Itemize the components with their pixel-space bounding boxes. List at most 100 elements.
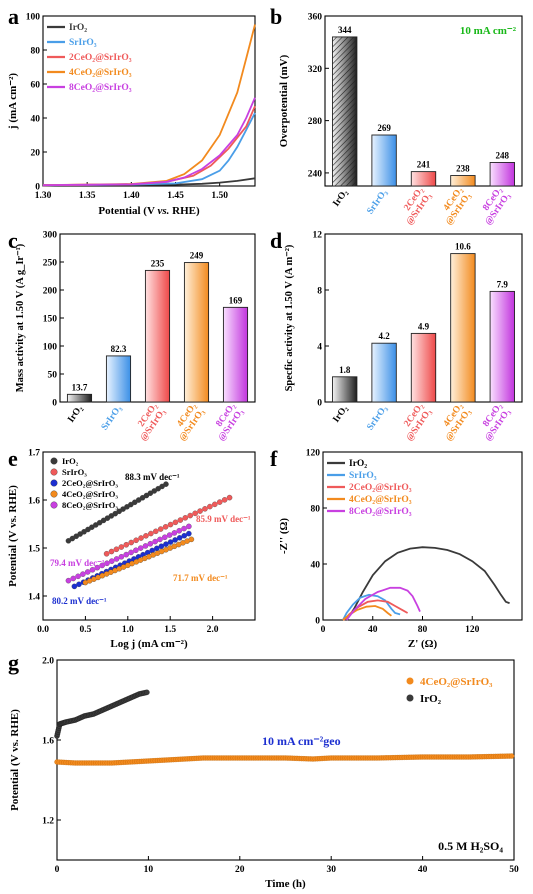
x-tick-label: 30	[326, 865, 336, 875]
x-tick-label: 1.40	[123, 191, 140, 201]
tafel-slope-label: 79.4 mV dec⁻¹	[50, 558, 105, 568]
panel-label-f: f	[270, 446, 278, 471]
y-tick-label: 250	[43, 259, 58, 269]
y-tick-label: 280	[308, 117, 323, 127]
x-tick-label: 20	[235, 865, 245, 875]
bar-IrO2	[332, 376, 358, 403]
bar-value-label: 241	[417, 160, 431, 170]
legend-marker	[406, 677, 414, 685]
y-tick-label: 100	[26, 13, 41, 23]
bar-SrIrO3	[371, 134, 397, 187]
legend-marker	[50, 468, 58, 476]
y-tick-label: 80	[311, 505, 321, 515]
x-tick-label: 10	[144, 865, 154, 875]
bar-value-label: 4.2	[378, 331, 390, 341]
plot-frame-e	[42, 451, 256, 621]
category-label: 2CeO₂@SrIrO₃	[397, 186, 434, 227]
x-tick-label: 0	[55, 865, 60, 875]
nyquist-SrIrO3	[342, 593, 401, 621]
y-tick-label: 60	[31, 81, 41, 91]
panel-label-c: c	[8, 228, 18, 253]
x-axis-title: Potential (V vs. RHE)	[98, 205, 200, 217]
nyquist-4CeO2	[342, 605, 392, 621]
y-tick-label: 200	[43, 287, 58, 297]
x-tick-label: 2.0	[207, 625, 219, 635]
y-tick-label: 0	[315, 617, 320, 627]
legend-marker	[406, 694, 414, 702]
y-tick-label: 1.6	[42, 737, 54, 747]
category-label: 2CeO₂@SrIrO₃	[397, 402, 434, 443]
bar-value-label: 82.3	[111, 344, 127, 354]
x-axis-title: Z' (Ω)	[408, 638, 438, 650]
bar-SrIrO3	[105, 355, 132, 403]
legend-label: 2CeO₂@SrIrO₃	[349, 483, 412, 493]
y-tick-label: 4	[317, 343, 322, 353]
bar-value-label: 344	[338, 25, 352, 35]
panel-label-d: d	[270, 228, 282, 253]
x-tick-label: 1.30	[35, 191, 52, 201]
legend-label: 4CeO₂@SrIrO₃	[349, 495, 412, 505]
bar-8CeO2	[489, 290, 515, 403]
bar-value-label: 235	[151, 258, 165, 268]
category-label: SrIrO₃	[100, 404, 124, 433]
tafel-fit-line	[68, 525, 190, 582]
x-axis-title: Time (h)	[265, 878, 306, 890]
y-axis-title: Potential (V vs. RHE)	[7, 485, 19, 587]
current-density-annotation: 10 mA cm⁻²	[460, 25, 517, 37]
bar-value-label: 238	[456, 164, 470, 174]
bar-value-label: 249	[190, 251, 204, 261]
legend-marker	[50, 501, 58, 509]
legend-label: IrO₂	[62, 456, 79, 466]
polcurve-4CeO2	[42, 24, 256, 187]
bar-value-label: 4.9	[418, 321, 430, 331]
legend-marker	[50, 457, 58, 465]
nyquist-IrO2	[345, 546, 510, 621]
y-tick-label: 120	[306, 449, 321, 459]
x-tick-label: 120	[465, 625, 480, 635]
tafel-fit-line	[85, 538, 192, 584]
polcurve-SrIrO3	[42, 112, 256, 187]
category-label: IrO₂	[332, 188, 351, 209]
stability-point-4CeO2	[509, 753, 515, 759]
y-tick-label: 12	[313, 231, 323, 241]
legend-label: 8CeO₂@SrIrO₃	[69, 83, 132, 93]
y-axis-title: Mass activity at 1.50 V (A g_Ir⁻¹)	[15, 243, 26, 392]
y-axis-title: Specfic activity at 1.50 V (A m⁻²)	[284, 244, 295, 391]
y-tick-label: 40	[31, 115, 41, 125]
bar-SrIrO3	[371, 342, 397, 403]
y-axis-title: j (mA cm⁻²)	[7, 73, 19, 130]
y-tick-label: 1.2	[42, 817, 54, 827]
category-label: 4CeO₂@SrIrO₃	[170, 402, 207, 443]
plot-frame-a	[42, 15, 256, 187]
bar-value-label: 1.8	[339, 365, 351, 375]
y-tick-label: 100	[43, 343, 58, 353]
legend-label: 4CeO₂@SrIrO₃	[69, 68, 132, 78]
y-tick-label: 40	[311, 561, 321, 571]
bar-8CeO2	[489, 162, 515, 187]
y-tick-label: 80	[31, 47, 41, 57]
legend-label: 8CeO₂@SrIrO₃	[62, 500, 118, 510]
category-label: 8CeO₂@SrIrO₃	[209, 402, 246, 443]
x-tick-label: 0.0	[37, 625, 49, 635]
bar-hatch-IrO2	[332, 36, 357, 186]
y-axis-title: Potential (V vs. RHE)	[9, 709, 21, 811]
x-tick-label: 50	[509, 865, 519, 875]
y-tick-label: 1.6	[28, 497, 40, 507]
legend-label: 4CeO₂@SrIrO₃	[420, 676, 493, 688]
y-tick-label: 0	[52, 399, 57, 409]
x-tick-label: 0.5	[79, 625, 91, 635]
legend-label: 4CeO₂@SrIrO₃	[62, 489, 118, 499]
tafel-slope-label: 85.9 mV dec⁻¹	[196, 514, 251, 524]
x-axis-title: Log j (mA cm⁻²)	[110, 638, 188, 650]
bar-8CeO2	[222, 306, 249, 403]
category-label: 2CeO₂@SrIrO₃	[131, 402, 168, 443]
bar-2CeO2	[410, 332, 437, 403]
category-label: SrIrO₃	[366, 188, 390, 217]
y-tick-label: 0	[35, 183, 40, 193]
x-tick-label: 1.5	[164, 625, 176, 635]
tafel-fit-line	[106, 496, 230, 555]
bar-value-label: 169	[229, 295, 243, 305]
x-tick-label: 1.35	[79, 191, 96, 201]
bar-value-label: 7.9	[497, 279, 509, 289]
